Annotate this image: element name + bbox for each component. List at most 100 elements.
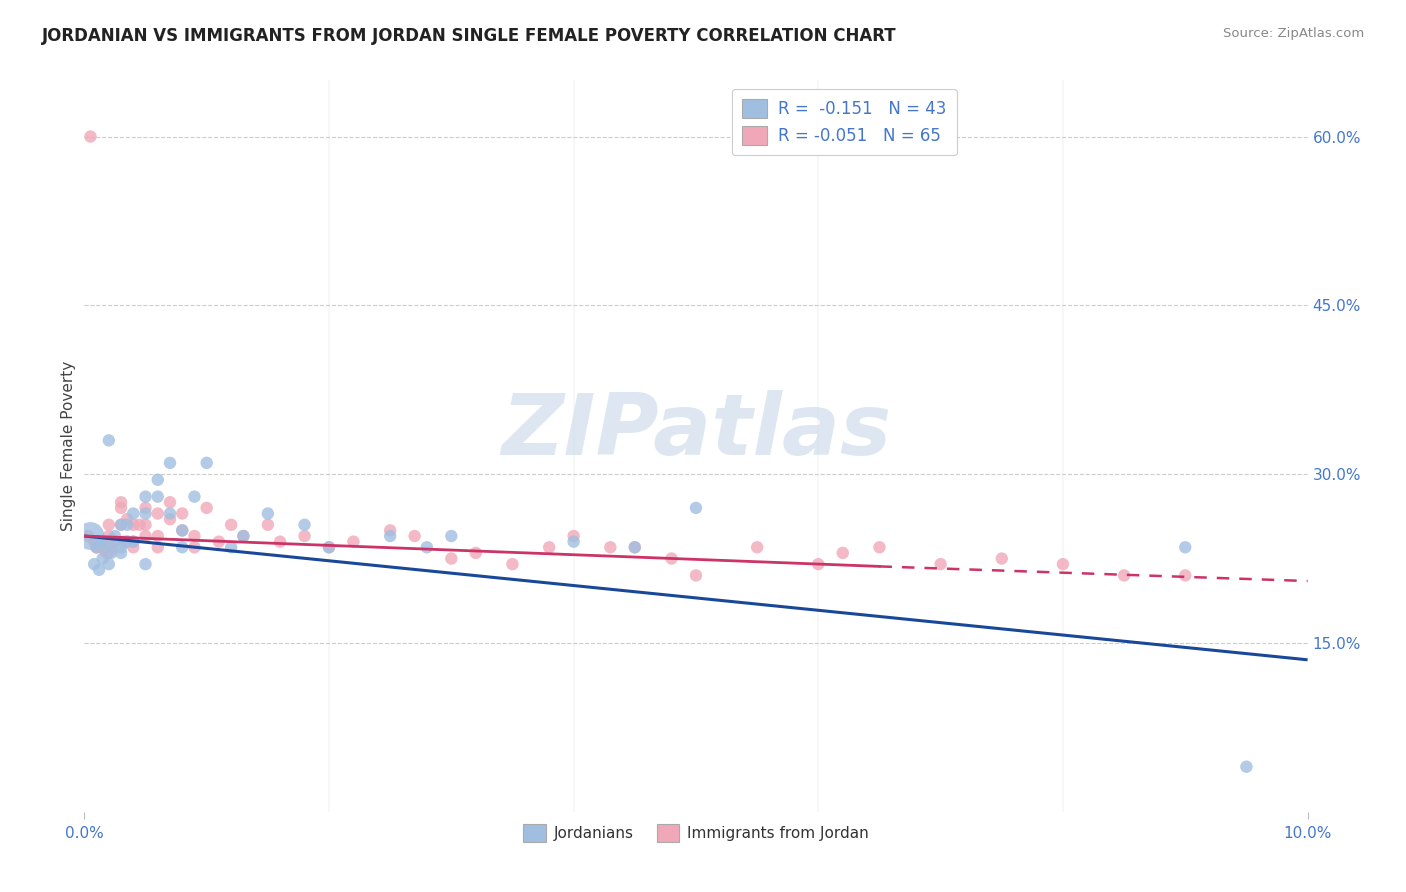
Point xyxy=(122,534,145,549)
Point xyxy=(86,541,108,555)
Point xyxy=(1174,541,1197,555)
Point xyxy=(83,534,105,549)
Point xyxy=(172,524,194,538)
Point xyxy=(110,500,132,515)
Point xyxy=(661,551,683,566)
Point xyxy=(86,541,108,555)
Point xyxy=(87,534,110,549)
Point xyxy=(159,456,181,470)
Point xyxy=(135,529,157,543)
Point xyxy=(77,529,100,543)
Point xyxy=(318,541,340,555)
Point xyxy=(1174,568,1197,582)
Text: ZIPatlas: ZIPatlas xyxy=(501,390,891,473)
Point xyxy=(104,534,127,549)
Point xyxy=(87,563,110,577)
Point xyxy=(91,534,114,549)
Point xyxy=(747,541,769,555)
Point xyxy=(257,507,280,521)
Point xyxy=(195,456,218,470)
Point xyxy=(100,546,122,560)
Point xyxy=(91,541,114,555)
Point xyxy=(294,517,316,532)
Point xyxy=(502,557,524,571)
Point xyxy=(122,517,145,532)
Point xyxy=(404,529,426,543)
Point xyxy=(110,546,132,560)
Point xyxy=(685,568,707,582)
Point xyxy=(624,541,647,555)
Point xyxy=(1114,568,1136,582)
Point xyxy=(831,546,853,560)
Point xyxy=(110,517,132,532)
Point xyxy=(97,529,120,543)
Text: JORDANIAN VS IMMIGRANTS FROM JORDAN SINGLE FEMALE POVERTY CORRELATION CHART: JORDANIAN VS IMMIGRANTS FROM JORDAN SING… xyxy=(42,27,897,45)
Point xyxy=(624,541,647,555)
Point xyxy=(135,517,157,532)
Point xyxy=(416,541,439,555)
Point xyxy=(97,434,120,448)
Point xyxy=(122,534,145,549)
Point xyxy=(110,517,132,532)
Point xyxy=(685,500,707,515)
Point xyxy=(991,551,1014,566)
Point xyxy=(464,546,486,560)
Point xyxy=(79,529,101,543)
Point xyxy=(146,529,169,543)
Point xyxy=(135,507,157,521)
Point xyxy=(183,541,205,555)
Point xyxy=(318,541,340,555)
Point xyxy=(1052,557,1074,571)
Point xyxy=(91,541,114,555)
Point xyxy=(257,517,280,532)
Point xyxy=(183,529,205,543)
Point xyxy=(1236,760,1258,774)
Point xyxy=(269,534,291,549)
Point xyxy=(146,473,169,487)
Point xyxy=(208,534,231,549)
Point xyxy=(807,557,830,571)
Point xyxy=(96,541,118,555)
Point xyxy=(172,541,194,555)
Point xyxy=(562,529,585,543)
Point xyxy=(104,529,127,543)
Point xyxy=(112,534,135,549)
Point xyxy=(135,490,157,504)
Point xyxy=(232,529,254,543)
Point xyxy=(97,557,120,571)
Point xyxy=(91,551,114,566)
Point xyxy=(219,541,242,555)
Point xyxy=(146,490,169,504)
Point xyxy=(195,500,218,515)
Point xyxy=(115,512,138,526)
Point xyxy=(97,517,120,532)
Point xyxy=(104,534,127,549)
Point xyxy=(100,541,122,555)
Point xyxy=(440,551,463,566)
Point xyxy=(159,495,181,509)
Point xyxy=(86,541,108,555)
Point xyxy=(869,541,891,555)
Point xyxy=(294,529,316,543)
Point xyxy=(342,534,364,549)
Point xyxy=(110,541,132,555)
Point xyxy=(96,546,118,560)
Point xyxy=(79,129,101,144)
Point xyxy=(159,507,181,521)
Point xyxy=(538,541,561,555)
Point xyxy=(232,529,254,543)
Point xyxy=(146,541,169,555)
Text: Source: ZipAtlas.com: Source: ZipAtlas.com xyxy=(1223,27,1364,40)
Point xyxy=(135,500,157,515)
Point xyxy=(929,557,952,571)
Point xyxy=(599,541,621,555)
Point xyxy=(110,495,132,509)
Point xyxy=(128,517,150,532)
Y-axis label: Single Female Poverty: Single Female Poverty xyxy=(60,361,76,531)
Point xyxy=(159,512,181,526)
Point xyxy=(122,541,145,555)
Point xyxy=(380,529,402,543)
Point xyxy=(172,507,194,521)
Point xyxy=(440,529,463,543)
Point xyxy=(97,546,120,560)
